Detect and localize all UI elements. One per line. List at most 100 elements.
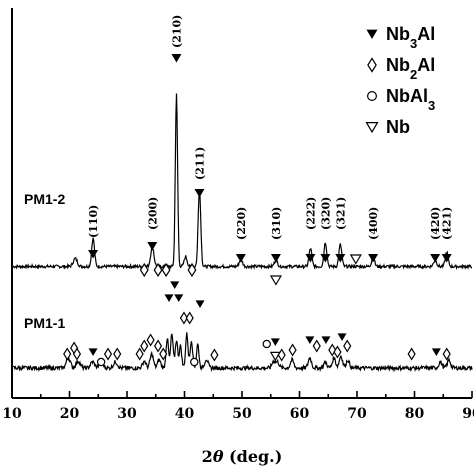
hkl-label: (210): [170, 15, 183, 48]
open-diamond-marker: [63, 347, 72, 361]
open-diamond-marker: [135, 347, 144, 361]
filled-down-triangle-marker: [430, 254, 441, 263]
open-diamond-marker: [333, 345, 342, 359]
filled-down-triangle-marker: [171, 54, 182, 63]
open-circle-marker: [262, 339, 271, 349]
hkl-label: (400): [367, 207, 380, 240]
open-diamond-marker: [343, 339, 352, 353]
open-diamond-marker: [442, 347, 451, 361]
hkl-label: (222): [304, 197, 317, 230]
open-diamond-marker: [140, 339, 149, 353]
filled-down-triangle-marker: [147, 242, 158, 251]
sample-label-pm1-2: PM1-2: [24, 191, 65, 207]
filled-down-triangle-marker: [164, 294, 174, 303]
filled-down-triangle-marker: [194, 189, 205, 198]
filled-down-triangle-marker: [431, 348, 441, 357]
hkl-label: (220): [235, 207, 248, 240]
open-diamond-marker: [187, 262, 197, 278]
open-diamond-marker: [312, 339, 321, 353]
hkl-label: (310): [270, 207, 283, 240]
legend-entry-text: Nb3Al: [386, 24, 435, 51]
open-diamond-marker: [277, 348, 286, 362]
legend-entry-subscript: 2: [410, 67, 417, 82]
x-tick-label: 20: [60, 406, 80, 422]
open-diamond-marker: [161, 262, 171, 278]
filled-down-triangle-marker: [320, 254, 331, 263]
filled-down-triangle-marker: [337, 333, 347, 342]
x-tick-label: 40: [175, 406, 195, 422]
open-diamond-marker: [146, 333, 155, 347]
trace-pm1-1: [12, 332, 473, 373]
open-down-triangle-marker: [269, 275, 282, 286]
legend-entry-text: Nb2Al: [386, 55, 435, 82]
filled-down-triangle-marker: [235, 254, 246, 263]
open-diamond-marker: [139, 262, 149, 278]
filled-down-triangle-marker: [335, 254, 346, 263]
open-diamond-marker: [103, 347, 113, 361]
filled-down-triangle-marker: [88, 348, 98, 357]
open-down-triangle-marker: [269, 351, 281, 362]
x-tick-label: 60: [290, 406, 310, 422]
filled-down-triangle-marker: [170, 281, 180, 290]
axes: 10 20 30 40 50 60 70 80 90: [2, 8, 474, 422]
x-tick-label: 50: [232, 406, 252, 422]
x-label-prefix: 2: [202, 447, 213, 466]
trace-pm1-2: [12, 93, 473, 271]
legend-entry-subscript: 3: [410, 36, 417, 51]
filled-down-triangle-marker: [174, 294, 184, 303]
filled-down-triangle-marker: [88, 250, 99, 259]
x-tick-label: 70: [347, 406, 367, 422]
legend-entry-rest: Al: [417, 55, 435, 75]
legend-entry-subscript: 3: [428, 98, 435, 113]
open-diamond-marker: [185, 311, 194, 325]
open-diamond-marker: [210, 348, 219, 362]
open-diamond-marker: [179, 311, 189, 325]
filled-down-triangle-marker: [305, 254, 316, 263]
x-tick-label: 90: [462, 406, 474, 422]
x-tick-label: 80: [405, 406, 425, 422]
x-label-symbol: θ: [213, 447, 224, 466]
x-tick-label: 10: [2, 406, 22, 422]
hkl-label: (110): [87, 205, 100, 238]
legend-entry-base: NbAl: [386, 86, 428, 106]
legend-entry-base: Nb: [386, 55, 410, 75]
x-tick-label: 30: [117, 406, 137, 422]
filled-down-triangle-marker: [321, 336, 331, 345]
miller-index-labels: (110) (200) (210) (211) (220) (310) (222) (320)…: [87, 15, 454, 240]
hkl-label: (421): [441, 207, 454, 240]
open-down-triangle-marker: [349, 254, 362, 265]
filled-down-triangle-marker: [270, 254, 281, 263]
hkl-label: (321): [334, 197, 347, 230]
hkl-label: (320): [319, 197, 332, 230]
hkl-label: (420): [429, 207, 442, 240]
open-diamond-marker: [288, 343, 297, 357]
sample-label-pm1-1: PM1-1: [24, 315, 65, 331]
open-diamond-marker: [113, 347, 122, 361]
legend-open-diamond-marker: [367, 57, 377, 73]
open-circle-marker: [96, 357, 106, 367]
open-diamond-marker: [159, 347, 168, 361]
open-diamond-marker: [72, 347, 82, 361]
hkl-label: (211): [193, 147, 206, 180]
filled-down-triangle-marker: [305, 336, 315, 345]
legend-entry-rest: Al: [417, 24, 435, 44]
sample-labels: PM1-2 PM1-1: [24, 191, 65, 331]
legend-entry-text: NbAl3: [386, 86, 435, 113]
filled-down-triangle-marker: [368, 254, 379, 263]
filled-down-triangle-marker: [270, 338, 280, 347]
open-diamond-marker: [407, 347, 416, 361]
legend-open-down-triangle-marker: [365, 121, 379, 134]
legend-entry-base: Nb: [386, 117, 410, 137]
legend-open-circle-marker: [367, 90, 378, 101]
open-circle-marker: [190, 357, 199, 367]
phase-markers: [63, 54, 452, 367]
open-diamond-marker: [153, 262, 163, 278]
hkl-label: (200): [146, 197, 159, 230]
filled-down-triangle-marker: [441, 254, 452, 263]
xrd-traces: [12, 93, 473, 373]
x-axis-label: 2θ (deg.): [202, 447, 283, 466]
x-label-suffix: (deg.): [223, 447, 282, 466]
legend-filled-down-triangle-marker: [366, 29, 378, 39]
